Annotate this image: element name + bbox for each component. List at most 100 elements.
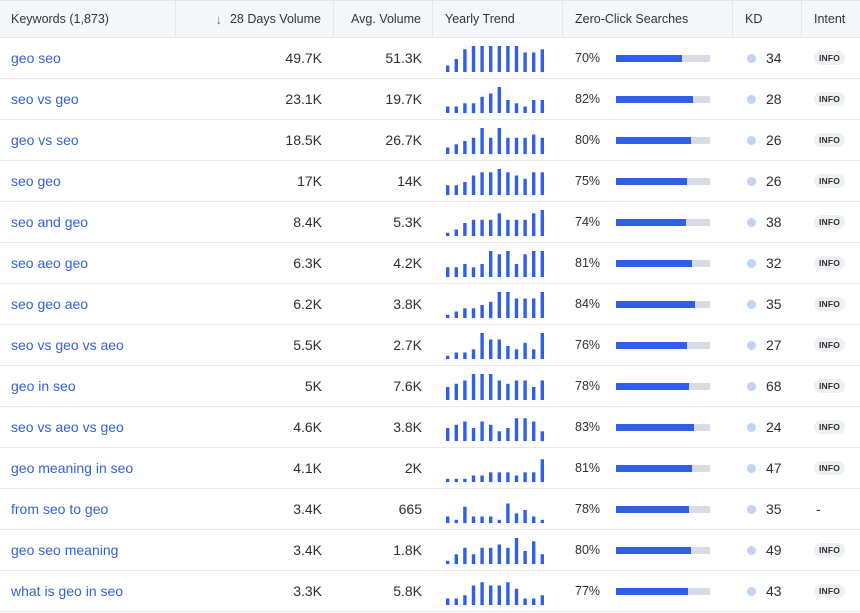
keyword-link[interactable]: seo geo aeo	[11, 296, 89, 312]
column-header-keywords[interactable]: Keywords (1,873)	[0, 1, 176, 37]
avg-volume-cell: 51.3K	[334, 38, 433, 78]
keyword-link[interactable]: geo in seo	[11, 378, 76, 394]
keyword-link[interactable]: geo vs seo	[11, 132, 79, 148]
kd-value: 47	[766, 460, 782, 476]
kd-indicator-icon	[747, 545, 756, 555]
column-header-avg-volume[interactable]: Avg. Volume	[334, 1, 433, 37]
trend-bar	[480, 333, 484, 359]
column-header-yearly-trend[interactable]: Yearly Trend	[433, 1, 563, 37]
trend-bar	[471, 46, 476, 72]
zero-click-percent: 70%	[575, 51, 601, 65]
trend-bar	[532, 298, 536, 318]
avg-volume-value: 3.8K	[393, 419, 422, 435]
kd-indicator-icon	[747, 299, 756, 309]
trend-bar	[454, 144, 458, 155]
trend-bar	[471, 219, 476, 237]
trend-bar	[471, 349, 476, 360]
keyword-link[interactable]: seo geo	[11, 173, 61, 189]
trend-bar	[514, 103, 519, 114]
trend-bar	[471, 137, 476, 155]
intent-cell: INFO	[802, 161, 860, 201]
keyword-link[interactable]: geo meaning in seo	[11, 460, 134, 476]
trend-bar	[454, 519, 458, 524]
table-row: seo vs geo vs aeo 5.5K 2.7K 76% 27 INFO	[0, 325, 860, 366]
trend-bar	[489, 93, 493, 113]
trend-bar	[480, 582, 484, 606]
volume-28d-header-label: 28 Days Volume	[229, 12, 321, 26]
intent-badge: INFO	[814, 379, 846, 393]
avg-volume-value: 3.8K	[393, 296, 422, 312]
kd-indicator-icon	[747, 53, 756, 63]
volume-28d-cell: 17K	[176, 161, 334, 201]
zero-click-bar-fill	[616, 54, 682, 62]
trend-bar	[497, 87, 501, 113]
trend-bar	[480, 219, 484, 237]
keyword-link[interactable]: seo and geo	[11, 214, 89, 230]
trend-bar	[463, 103, 467, 114]
zero-click-cell: 81%	[563, 243, 733, 283]
column-header-kd[interactable]: KD	[733, 1, 802, 37]
keyword-cell: seo aeo geo	[0, 243, 176, 283]
keyword-link[interactable]: geo seo meaning	[11, 542, 119, 558]
intent-cell: INFO	[802, 325, 860, 365]
trend-bar	[480, 128, 484, 154]
trend-bar	[523, 418, 527, 442]
keyword-link[interactable]: seo aeo geo	[11, 255, 89, 271]
zero-click-bar	[616, 464, 710, 472]
column-header-intent[interactable]: Intent	[802, 1, 860, 37]
volume-28d-value: 6.2K	[293, 296, 322, 312]
trend-bar	[463, 421, 467, 441]
zero-click-percent: 75%	[575, 174, 601, 188]
keyword-cell: geo in seo	[0, 366, 176, 406]
trend-bar	[506, 346, 510, 359]
trend-bar	[446, 428, 450, 441]
column-header-zero-click-searches[interactable]: Zero-Click Searches	[563, 1, 733, 37]
intent-cell: INFO	[802, 448, 860, 488]
intent-header-label: Intent	[814, 12, 846, 26]
trend-bar	[497, 213, 501, 237]
trend-bar	[446, 106, 450, 113]
volume-28d-value: 23.1K	[285, 91, 322, 107]
volume-28d-value: 18.5K	[285, 132, 322, 148]
volume-28d-value: 3.4K	[293, 542, 322, 558]
yearly-trend-cell	[433, 202, 563, 242]
keyword-link[interactable]: geo seo	[11, 50, 61, 66]
kd-value: 38	[766, 214, 782, 230]
yearly-trend-cell	[433, 407, 563, 447]
trend-bar	[446, 478, 450, 483]
zero-click-percent: 77%	[575, 584, 601, 598]
kd-value: 27	[766, 337, 782, 353]
trend-bar	[532, 598, 536, 605]
zero-click-cell: 75%	[563, 161, 733, 201]
intent-badge: INFO	[814, 420, 846, 434]
trend-bar	[446, 560, 450, 565]
trend-bar	[454, 59, 458, 72]
trend-bar	[540, 459, 544, 483]
intent-cell: INFO	[802, 571, 860, 611]
trend-bar	[532, 387, 536, 400]
keyword-link[interactable]: seo vs geo	[11, 91, 79, 107]
intent-cell: INFO	[802, 243, 860, 283]
keyword-link[interactable]: seo vs aeo vs geo	[11, 419, 124, 435]
table-row: seo vs geo 23.1K 19.7K 82% 28 INFO	[0, 79, 860, 120]
trend-bar	[514, 219, 519, 237]
intent-badge: INFO	[814, 174, 846, 188]
avg-volume-value: 26.7K	[385, 132, 422, 148]
zero-click-bar	[616, 218, 710, 226]
trend-bar	[506, 219, 510, 237]
keyword-link[interactable]: what is geo in seo	[11, 583, 124, 599]
trend-bar	[454, 598, 458, 605]
keyword-cell: geo seo meaning	[0, 530, 176, 570]
trend-bar	[540, 380, 544, 400]
keyword-link[interactable]: from seo to geo	[11, 501, 109, 517]
column-header-28-days-volume[interactable]: ↓ 28 Days Volume	[176, 1, 334, 37]
zero-click-cell: 82%	[563, 79, 733, 119]
zero-click-bar-fill	[616, 587, 689, 595]
trend-bar	[471, 175, 476, 195]
yearly-trend-cell	[433, 366, 563, 406]
yearly-trend-chart	[446, 538, 544, 565]
keyword-link[interactable]: seo vs geo vs aeo	[11, 337, 124, 353]
zero-click-percent: 84%	[575, 297, 601, 311]
trend-bar	[532, 213, 536, 237]
zero-click-bar	[616, 54, 710, 62]
